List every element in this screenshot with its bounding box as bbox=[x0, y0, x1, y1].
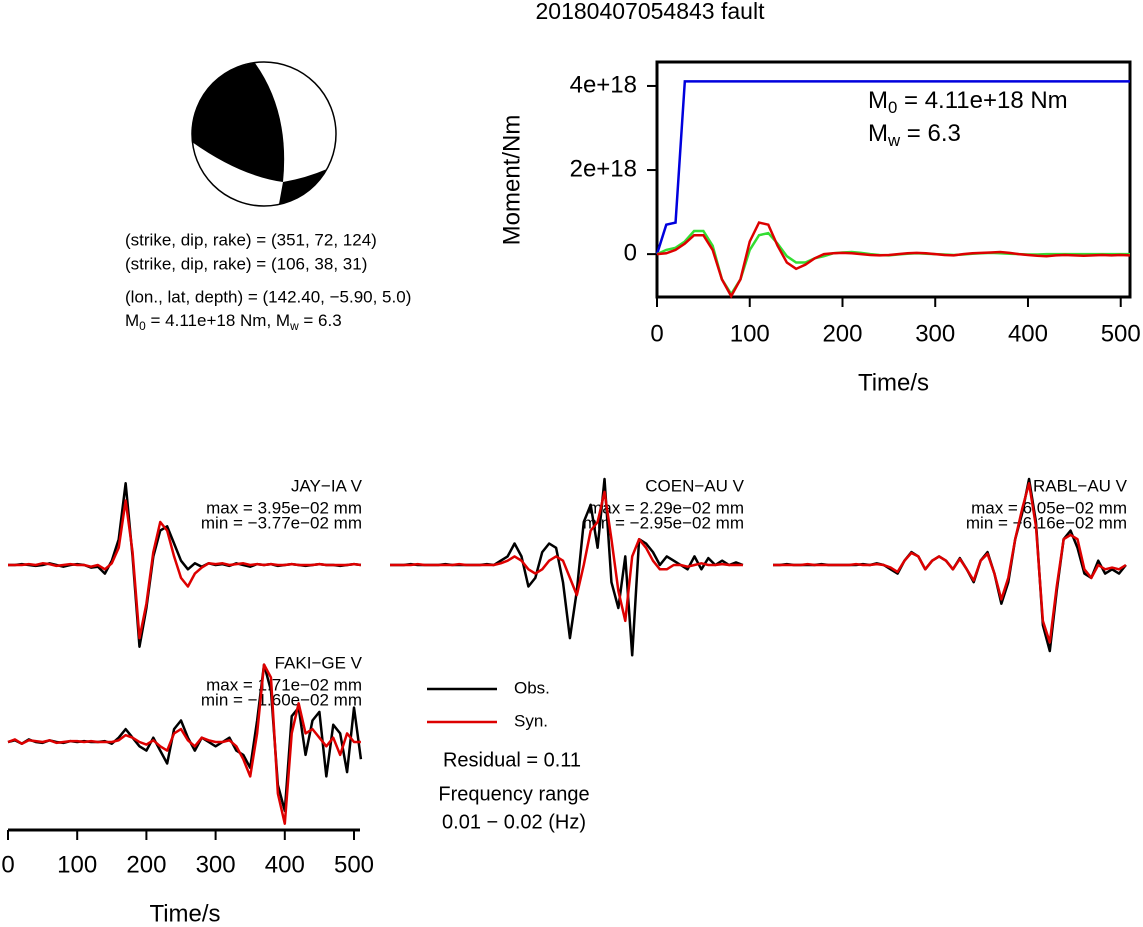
min-amplitude: min = −3.77e−02 mm bbox=[201, 513, 362, 532]
moment-text: M0 = 4.11e+18 Nm, Mw = 6.3 bbox=[125, 311, 342, 333]
x-tick-label: 0 bbox=[650, 320, 663, 347]
moment-annotation-part: = 4.11e+18 Nm bbox=[897, 87, 1067, 114]
x-tick-label: 200 bbox=[126, 851, 166, 878]
beachball bbox=[191, 61, 337, 207]
min-amplitude: min = −2.95e−02 mm bbox=[583, 513, 744, 532]
figure-title: 20180407054843 fault bbox=[536, 0, 766, 24]
waveform-line bbox=[8, 499, 362, 640]
x-tick-label: 0 bbox=[1, 851, 14, 878]
moment-annotation: Mw = 6.3 bbox=[868, 120, 961, 150]
station-name: JAY−IA V bbox=[291, 476, 363, 495]
beachball-quadrant bbox=[191, 63, 285, 182]
moment-annotation-part: 0 bbox=[888, 99, 897, 118]
moment-text-part: 0 bbox=[139, 319, 146, 333]
x-axis-label: Time/s bbox=[149, 900, 220, 927]
station-name: FAKI−GE V bbox=[275, 653, 363, 672]
station-name: COEN−AU V bbox=[645, 476, 744, 495]
series-line bbox=[656, 229, 1130, 297]
min-amplitude: min = −6.16e−02 mm bbox=[966, 513, 1127, 532]
mechanism-text: (strike, dip, rake) = (106, 38, 31) bbox=[125, 254, 367, 273]
legend-label: Syn. bbox=[514, 711, 548, 730]
min-amplitude: min = −1.60e−02 mm bbox=[201, 690, 362, 709]
waveform-line bbox=[390, 490, 743, 623]
x-tick-label: 100 bbox=[730, 320, 770, 347]
moment-text-part: M bbox=[125, 311, 139, 330]
x-tick-label: 500 bbox=[334, 851, 374, 878]
x-tick-label: 400 bbox=[1008, 320, 1048, 347]
waveform-line bbox=[7, 663, 361, 825]
x-axis-label: Time/s bbox=[858, 369, 929, 396]
moment-text-part: = 6.3 bbox=[299, 311, 342, 330]
y-axis-label: Moment/Nm bbox=[498, 115, 525, 246]
beachball-quadrant bbox=[279, 169, 327, 204]
moment-annotation-part: M bbox=[868, 87, 888, 114]
waveform-line bbox=[773, 482, 1127, 644]
max-amplitude: max = 2.29e−02 mm bbox=[588, 498, 744, 517]
moment-annotation-part: w bbox=[887, 132, 901, 151]
x-tick-label: 100 bbox=[57, 851, 97, 878]
moment-text-part: = 4.11e+18 Nm, M bbox=[146, 311, 290, 330]
moment-annotation-part: M bbox=[868, 120, 888, 147]
series-line bbox=[655, 80, 1130, 255]
x-tick-label: 500 bbox=[1101, 320, 1141, 347]
residual: Residual = 0.11 bbox=[443, 749, 581, 771]
x-tick-label: 300 bbox=[196, 851, 236, 878]
max-amplitude: max = 1.71e−02 mm bbox=[206, 675, 362, 694]
y-tick-label: 2e+18 bbox=[570, 155, 637, 182]
mechanism-text: (strike, dip, rake) = (351, 72, 124) bbox=[125, 230, 377, 249]
max-amplitude: max = 3.95e−02 mm bbox=[206, 498, 362, 517]
max-amplitude: max = 6.05e−02 mm bbox=[971, 498, 1127, 517]
frequency-label: Frequency range bbox=[438, 783, 589, 805]
moment-text-part: w bbox=[289, 319, 299, 333]
y-tick-label: 4e+18 bbox=[570, 71, 637, 98]
moment-annotation: M0 = 4.11e+18 Nm bbox=[868, 87, 1068, 117]
plot-frame bbox=[655, 60, 1132, 299]
x-tick-label: 300 bbox=[915, 320, 955, 347]
x-tick-label: 200 bbox=[822, 320, 862, 347]
legend-label: Obs. bbox=[514, 678, 550, 697]
moment-annotation-part: = 6.3 bbox=[900, 120, 961, 147]
series-line bbox=[656, 221, 1131, 299]
frequency-range: 0.01 − 0.02 (Hz) bbox=[442, 811, 586, 833]
y-tick-label: 0 bbox=[624, 239, 637, 266]
x-tick-label: 400 bbox=[265, 851, 305, 878]
station-name: RABL−AU V bbox=[1033, 476, 1128, 495]
mechanism-text: (lon., lat, depth) = (142.40, −5.90, 5.0… bbox=[125, 287, 411, 306]
